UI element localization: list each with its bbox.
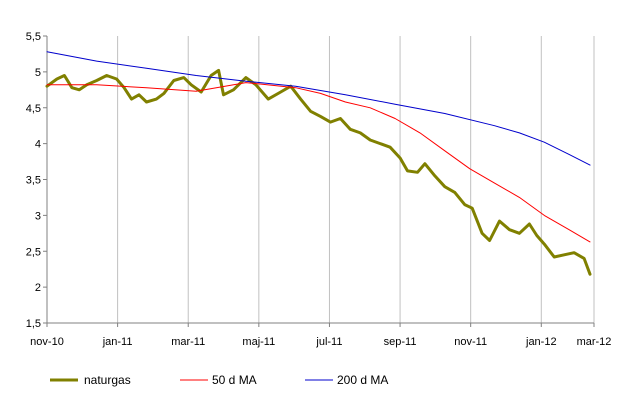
x-tick-label: maj-11 (242, 336, 275, 348)
x-tick-label: sep-11 (384, 336, 417, 348)
x-tick-label: nov-11 (454, 336, 487, 348)
x-tick-label: nov-10 (30, 336, 64, 348)
legend: naturgas 50 d MA 200 d MA (50, 373, 388, 387)
x-tick-label: mar-11 (171, 336, 205, 348)
legend-label-200d-ma: 200 d MA (337, 373, 388, 387)
grid-layer (117, 36, 595, 323)
axis-layer (43, 35, 595, 327)
x-tick-label: mar-12 (577, 336, 612, 348)
legend-label-naturgas: naturgas (84, 373, 131, 387)
y-tick-label: 4,5 (26, 103, 41, 115)
y-tick-label: 2,5 (26, 246, 41, 258)
y-tick-labels: 5,5 5 4,5 4 3,5 3 2,5 2 1,5 (26, 31, 41, 330)
x-tick-label: jan-12 (525, 336, 557, 348)
y-tick-label: 1,5 (26, 318, 41, 330)
x-tick-label: jan-11 (102, 336, 133, 348)
y-tick-label: 4 (35, 139, 41, 151)
y-tick-label: 5,5 (26, 31, 41, 43)
series-layer (45, 51, 592, 276)
y-tick-label: 3,5 (26, 175, 41, 187)
y-tick-label: 3 (35, 210, 41, 222)
series-line-50d-ma (46, 82, 591, 243)
series-line-200d-ma (46, 51, 591, 166)
y-tick-label: 2 (35, 282, 41, 294)
legend-label-50d-ma: 50 d MA (212, 373, 257, 387)
y-tick-label: 5 (35, 67, 41, 79)
series-line-naturgas (45, 68, 592, 276)
x-tick-label: jul-11 (315, 336, 342, 348)
x-tick-labels: nov-10 jan-11 mar-11 maj-11 jul-11 sep-11 nov-… (30, 336, 611, 348)
